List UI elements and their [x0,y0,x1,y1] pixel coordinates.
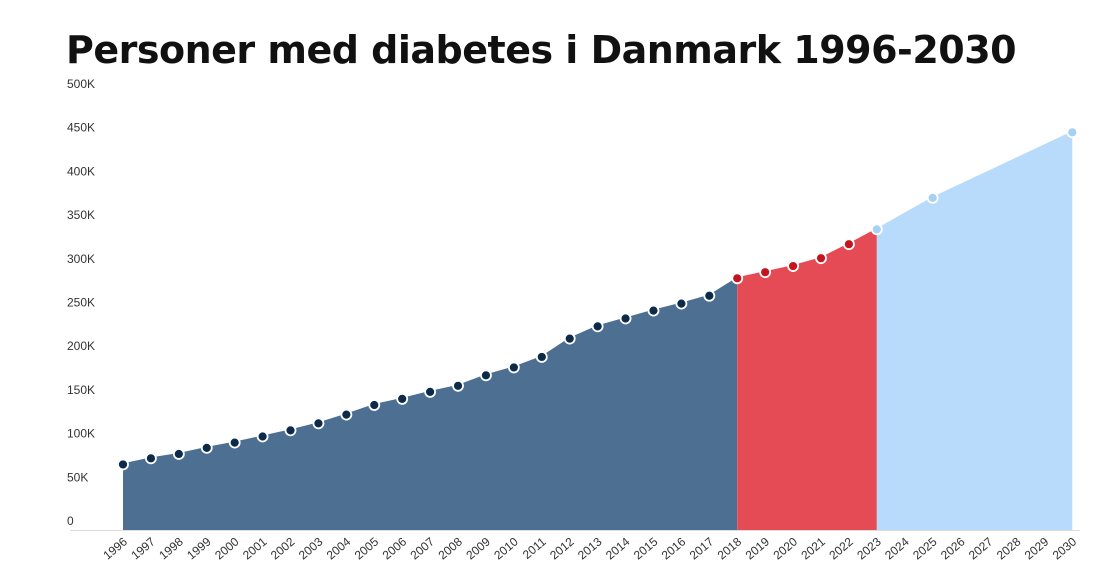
x-tick-label: 2000 [212,534,242,562]
data-point [675,297,688,310]
chart-title: Personer med diabetes i Danmark 1996-203… [66,28,1017,72]
x-tick-label: 2019 [743,534,773,562]
data-point [926,191,939,204]
x-tick-label: 2008 [436,534,466,562]
x-tick-label: 2003 [296,534,326,562]
data-point [787,260,799,272]
x-tick-label: 2013 [575,534,605,562]
x-tick-label: 2028 [994,534,1024,562]
data-point [1066,126,1079,139]
x-tick-label: 1996 [100,534,130,562]
data-point [535,351,548,363]
y-axis-ticks: 0 50K 100K 150K 200K 250K 300K 350K 400K 450K 500K [67,77,95,528]
y-tick-label: 200K [67,339,95,353]
data-point [619,312,632,325]
x-tick-label: 2030 [1050,534,1080,562]
x-tick-label: 2017 [687,534,717,562]
data-point [312,417,325,430]
y-tick-label: 300K [67,252,95,266]
x-tick-label: 2016 [659,534,689,562]
x-tick-label: 2022 [826,534,856,562]
x-tick-label: 2007 [408,534,438,562]
x-tick-label: 2011 [520,534,549,562]
y-tick-label: 500K [67,77,95,91]
x-tick-label: 2006 [380,534,410,562]
x-tick-label: 2025 [910,534,940,562]
data-point [843,238,855,251]
area-segment-2 [737,229,877,530]
x-tick-label: 2010 [491,534,521,562]
data-point [172,448,185,460]
data-point [452,379,464,392]
y-tick-label: 150K [67,383,95,397]
x-tick-label: 2018 [715,534,745,562]
data-point [368,399,381,411]
data-point [759,266,772,279]
data-point [228,436,241,449]
data-point [563,332,576,345]
x-tick-label: 2029 [1022,534,1052,562]
data-point [396,392,409,405]
data-point [480,369,492,382]
data-point [145,452,157,465]
x-tick-label: 2024 [882,534,912,562]
x-tick-label: 1997 [128,534,158,562]
area-segment-3 [876,132,1073,530]
data-point [507,361,520,374]
data-point [117,458,129,471]
area-fills [123,132,1073,530]
data-point [284,424,297,437]
x-tick-label: 2023 [854,534,884,562]
x-tick-label: 2004 [324,534,354,562]
area-segment-1 [123,278,738,530]
data-point [424,386,437,398]
y-tick-label: 100K [67,427,95,441]
y-tick-label: 350K [67,208,95,222]
data-point [870,223,883,236]
data-points [117,126,1079,471]
data-point [340,408,353,421]
y-tick-label: 250K [67,296,95,310]
x-tick-label: 2027 [966,534,996,562]
data-point [815,252,827,265]
x-tick-label: 2002 [268,534,298,562]
data-point [591,320,604,333]
y-tick-label: 0 [67,514,74,528]
x-axis-ticks: 1996199719981999200020012002200320042005… [100,534,1079,562]
x-tick-label: 2021 [798,534,828,562]
x-tick-label: 1999 [184,534,214,562]
x-tick-label: 2014 [603,534,633,562]
data-point [200,441,213,454]
data-point [256,430,269,443]
x-tick-label: 2020 [771,534,801,562]
data-point [647,304,660,317]
x-tick-label: 2026 [938,534,968,562]
x-tick-label: 2005 [352,534,382,562]
y-tick-label: 50K [67,470,88,484]
data-point [731,272,744,285]
data-point [703,289,716,302]
x-tick-label: 2015 [631,534,661,562]
x-tick-label: 2009 [463,534,493,562]
y-tick-label: 400K [67,164,95,178]
y-tick-label: 450K [67,121,95,135]
x-tick-label: 2001 [240,534,270,562]
x-tick-label: 1998 [156,534,186,562]
x-tick-label: 2012 [547,534,577,562]
